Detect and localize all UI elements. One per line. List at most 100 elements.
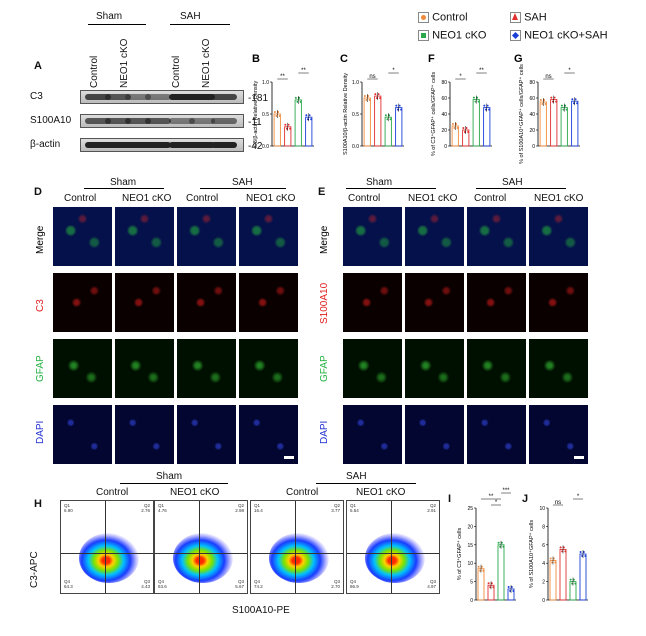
legend-cko-sah: NEO1 cKO+SAH xyxy=(510,30,608,41)
data-point xyxy=(289,127,292,130)
y-tick-label: 60 xyxy=(529,96,535,102)
sig-label: * xyxy=(568,68,571,74)
if-image-e-r2-c0 xyxy=(342,338,403,399)
sig-label: ns xyxy=(369,74,375,80)
h-yaxis-label: C3-APC xyxy=(29,551,40,588)
panel-letter-f: F xyxy=(428,53,435,65)
data-point xyxy=(463,131,466,133)
if-image-d-r3-c1 xyxy=(114,404,175,465)
data-point xyxy=(480,565,483,568)
data-point xyxy=(550,96,553,99)
data-point xyxy=(544,103,547,105)
if-image-e-r1-c0 xyxy=(342,272,403,333)
blot-strip-s100a10 xyxy=(80,114,244,128)
e-row-gfap: GFAP xyxy=(319,355,330,382)
flow-plot-3: Q1 16.4 Q2 3.77 Q4 74.2 Q3 2.70 xyxy=(250,500,344,594)
if-image-d-r2-c0 xyxy=(52,338,113,399)
flow-q4-value: Q4 86.9 xyxy=(350,579,359,590)
data-point xyxy=(284,123,287,126)
data-point xyxy=(474,100,477,103)
flow-q2-value: Q2 2.91 xyxy=(427,503,436,513)
y-tick-label: 0 xyxy=(444,144,447,150)
if-image-e-r3-c3 xyxy=(528,404,589,465)
legend-cko-sah-text: NEO1 cKO+SAH xyxy=(524,29,608,42)
blot-strip-actin xyxy=(80,138,244,152)
panel-letter-b: B xyxy=(252,53,260,65)
data-point xyxy=(539,99,542,101)
data-point xyxy=(561,550,564,553)
d-col-cko-1: NEO1 cKO xyxy=(122,193,172,204)
e-col-control-2: Control xyxy=(474,193,507,204)
y-tick-label: 15 xyxy=(467,543,473,549)
h-col-control-2: Control xyxy=(286,487,319,498)
if-image-d-r0-c1 xyxy=(114,206,175,267)
y-axis-title: % of C3⁺GFAP⁺ cells/GFAP⁺ cells xyxy=(430,72,437,156)
y-tick-label: 0 xyxy=(542,598,545,604)
sig-label: * xyxy=(459,74,462,80)
e-col-cko-2: NEO1 cKO xyxy=(534,193,584,204)
data-point xyxy=(510,585,513,588)
panel-letter-i: I xyxy=(448,493,452,505)
data-point xyxy=(559,546,562,549)
e-sah-label: SAH xyxy=(502,177,523,188)
data-point xyxy=(310,118,313,121)
if-image-e-r3-c0 xyxy=(342,404,403,465)
y-axis-title: % of C3⁺GFAP⁺ cells xyxy=(456,527,463,580)
y-axis-title: S100A10/β-actin Relative Density xyxy=(343,73,349,155)
data-point xyxy=(571,582,574,585)
y-tick-label: 0.5 xyxy=(262,112,269,118)
if-image-d-r2-c2 xyxy=(176,338,237,399)
data-point xyxy=(476,96,479,99)
bar-sah xyxy=(294,99,302,147)
y-tick-label: 20 xyxy=(441,128,447,134)
data-point xyxy=(579,551,582,553)
data-point xyxy=(553,96,556,99)
if-image-e-r2-c2 xyxy=(466,338,527,399)
if-image-d-r0-c0 xyxy=(52,206,113,267)
y-tick-label: 80 xyxy=(441,80,447,86)
d-sham-label: Sham xyxy=(110,177,137,188)
bar-neo1-cko-sah xyxy=(483,107,491,147)
data-point xyxy=(554,561,557,564)
data-point xyxy=(551,561,554,564)
panel-letter-a: A xyxy=(34,60,42,72)
y-axis-title: C3/β-actin Relative Density xyxy=(253,81,259,148)
data-point xyxy=(465,127,468,129)
data-point xyxy=(562,546,565,549)
d-col-control-2: Control xyxy=(186,193,219,204)
h-col-cko-1: NEO1 cKO xyxy=(170,487,220,498)
data-point xyxy=(462,127,465,129)
data-point xyxy=(367,95,370,97)
flow-plot-4: Q1 5.54 Q2 2.91 Q4 86.9 Q3 4.97 xyxy=(346,500,440,594)
data-point xyxy=(388,114,391,117)
data-point xyxy=(379,97,382,100)
e-col-control-1: Control xyxy=(348,193,381,204)
data-point xyxy=(576,102,579,105)
data-point xyxy=(551,100,554,103)
if-image-d-r1-c1 xyxy=(114,272,175,333)
y-tick-label: 8 xyxy=(542,524,545,530)
data-point xyxy=(275,115,278,117)
data-point xyxy=(287,123,290,126)
if-image-e-r0-c3 xyxy=(528,206,589,267)
if-image-d-r0-c2 xyxy=(176,206,237,267)
data-point xyxy=(363,95,366,97)
sig-label: * xyxy=(392,68,395,74)
data-point xyxy=(543,99,546,101)
d-row-merge: Merge xyxy=(35,225,46,254)
data-point xyxy=(374,93,377,96)
if-image-e-r2-c1 xyxy=(404,338,465,399)
data-point xyxy=(490,582,493,585)
data-point xyxy=(502,545,505,548)
y-tick-label: 0 xyxy=(470,598,473,604)
scale-bar xyxy=(574,456,584,459)
legend-control: Control xyxy=(418,12,468,23)
data-point xyxy=(582,551,585,553)
if-image-e-r2-c3 xyxy=(528,338,589,399)
bar-neo1-cko xyxy=(559,548,567,601)
flow-q2-value: Q2 3.77 xyxy=(331,503,340,513)
sah-label-a: SAH xyxy=(180,11,201,22)
data-point xyxy=(299,100,302,103)
data-point xyxy=(472,96,475,99)
